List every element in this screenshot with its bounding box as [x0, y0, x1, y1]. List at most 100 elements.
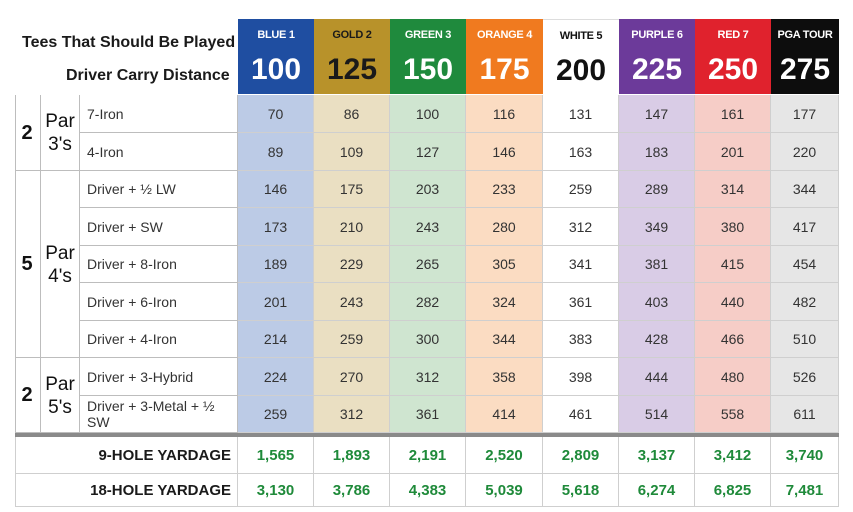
tee-name: RED 7 — [717, 29, 749, 41]
yardage-cell: 116 — [466, 95, 543, 133]
yardage-cell: 344 — [771, 171, 839, 208]
par-label-line: 4's — [48, 265, 72, 287]
group-divider — [15, 170, 80, 171]
yardage-cell: 403 — [619, 283, 695, 321]
driver-carry-distance: 225 — [631, 53, 683, 86]
yardage-cell: 558 — [695, 396, 771, 433]
yardage-cell: 243 — [314, 283, 390, 321]
total-yardage-value: 6,825 — [695, 474, 771, 507]
driver-carry-distance: 125 — [326, 53, 378, 86]
yardage-cell: 341 — [543, 246, 619, 283]
yardage-cell: 280 — [466, 208, 543, 246]
yardage-cell: 220 — [771, 133, 839, 171]
club-combo-label: Driver + 3-Metal + ½ SW — [80, 396, 238, 433]
tee-name: BLUE 1 — [257, 29, 295, 41]
yardage-cell: 86 — [314, 95, 390, 133]
tee-header: ORANGE 4 175 — [466, 19, 543, 94]
tee-header: RED 7 250 — [695, 19, 771, 94]
tee-name: PGA TOUR — [777, 29, 833, 41]
yardage-cell: 417 — [771, 208, 839, 246]
yardage-cell: 349 — [619, 208, 695, 246]
yardage-cell: 201 — [238, 283, 314, 321]
yardage-cell: 177 — [771, 95, 839, 133]
yardage-cell: 482 — [771, 283, 839, 321]
par-label-line: 3's — [48, 134, 72, 155]
yardage-cell: 361 — [543, 283, 619, 321]
yardage-cell: 270 — [314, 358, 390, 396]
club-combo-label: Driver + 6-Iron — [80, 283, 238, 321]
par-label-line: Par — [45, 111, 75, 132]
club-combo-label: Driver + 8-Iron — [80, 246, 238, 283]
yardage-cell: 312 — [543, 208, 619, 246]
par-label: Par 4's — [40, 171, 80, 358]
group-divider — [15, 357, 80, 358]
total-yardage-value: 5,039 — [466, 474, 543, 507]
yardage-cell: 461 — [543, 396, 619, 433]
hole-count: 2 — [21, 121, 33, 144]
yardage-cell: 243 — [390, 208, 466, 246]
club-combo-label: Driver + ½ LW — [80, 171, 238, 208]
yardage-cell: 175 — [314, 171, 390, 208]
total-yardage-value: 3,412 — [695, 437, 771, 474]
driver-carry-distance: 175 — [479, 53, 530, 86]
yardage-cell: 146 — [466, 133, 543, 171]
yardage-cell: 189 — [238, 246, 314, 283]
yardage-cell: 414 — [466, 396, 543, 433]
yardage-cell: 398 — [543, 358, 619, 396]
par-label-line: 5's — [48, 396, 72, 418]
yardage-cell: 210 — [314, 208, 390, 246]
yardage-cell: 415 — [695, 246, 771, 283]
yardage-cell: 383 — [543, 321, 619, 358]
yardage-cell: 183 — [619, 133, 695, 171]
driver-carry-distance: 100 — [250, 53, 302, 86]
yardage-cell: 109 — [314, 133, 390, 171]
yardage-cell: 173 — [238, 208, 314, 246]
yardage-cell: 127 — [390, 133, 466, 171]
total-yardage-label: 18-HOLE YARDAGE — [15, 474, 238, 507]
total-yardage-value: 5,618 — [543, 474, 619, 507]
yardage-cell: 428 — [619, 321, 695, 358]
yardage-cell: 89 — [238, 133, 314, 171]
club-combo-label: Driver + 4-Iron — [80, 321, 238, 358]
yardage-cell: 229 — [314, 246, 390, 283]
yardage-cell: 611 — [771, 396, 839, 433]
yardage-cell: 161 — [695, 95, 771, 133]
yardage-cell: 444 — [619, 358, 695, 396]
yardage-cell: 100 — [390, 95, 466, 133]
yardage-cell: 440 — [695, 283, 771, 321]
tee-header: GOLD 2 125 — [314, 19, 390, 94]
club-combo-label: 7-Iron — [80, 95, 238, 133]
total-yardage-value: 3,130 — [238, 474, 314, 507]
tee-header: BLUE 1 100 — [238, 19, 314, 94]
group-divider — [15, 432, 80, 433]
yardage-cell: 300 — [390, 321, 466, 358]
table-left-border — [15, 95, 16, 433]
total-yardage-value: 3,786 — [314, 474, 390, 507]
hole-count: 2 — [21, 384, 33, 406]
tees-label: Tees That Should Be Played — [22, 34, 236, 51]
yardage-cell: 358 — [466, 358, 543, 396]
total-yardage-label: 9-HOLE YARDAGE — [15, 437, 238, 474]
tee-header: PGA TOUR 275 — [771, 19, 839, 94]
yardage-cell: 163 — [543, 133, 619, 171]
total-yardage-value: 1,893 — [314, 437, 390, 474]
hole-count: 5 — [21, 253, 33, 275]
total-yardage-value: 2,520 — [466, 437, 543, 474]
total-yardage-value: 3,740 — [771, 437, 839, 474]
yardage-cell: 259 — [314, 321, 390, 358]
yardage-cell: 381 — [619, 246, 695, 283]
yardage-cell: 344 — [466, 321, 543, 358]
total-yardage-value: 1,565 — [238, 437, 314, 474]
tee-name: WHITE 5 — [559, 30, 603, 42]
driver-carry-distance: 150 — [402, 53, 454, 86]
driver-carry-distance: 275 — [779, 53, 831, 86]
yardage-cell: 214 — [238, 321, 314, 358]
yardage-cell: 224 — [238, 358, 314, 396]
yardage-cell: 466 — [695, 321, 771, 358]
yardage-cell: 305 — [466, 246, 543, 283]
yardage-cell: 526 — [771, 358, 839, 396]
yardage-cell: 314 — [695, 171, 771, 208]
total-yardage-value: 7,481 — [771, 474, 839, 507]
driver-carry-distance: 200 — [555, 54, 607, 87]
par-label-line: Par — [45, 242, 75, 264]
